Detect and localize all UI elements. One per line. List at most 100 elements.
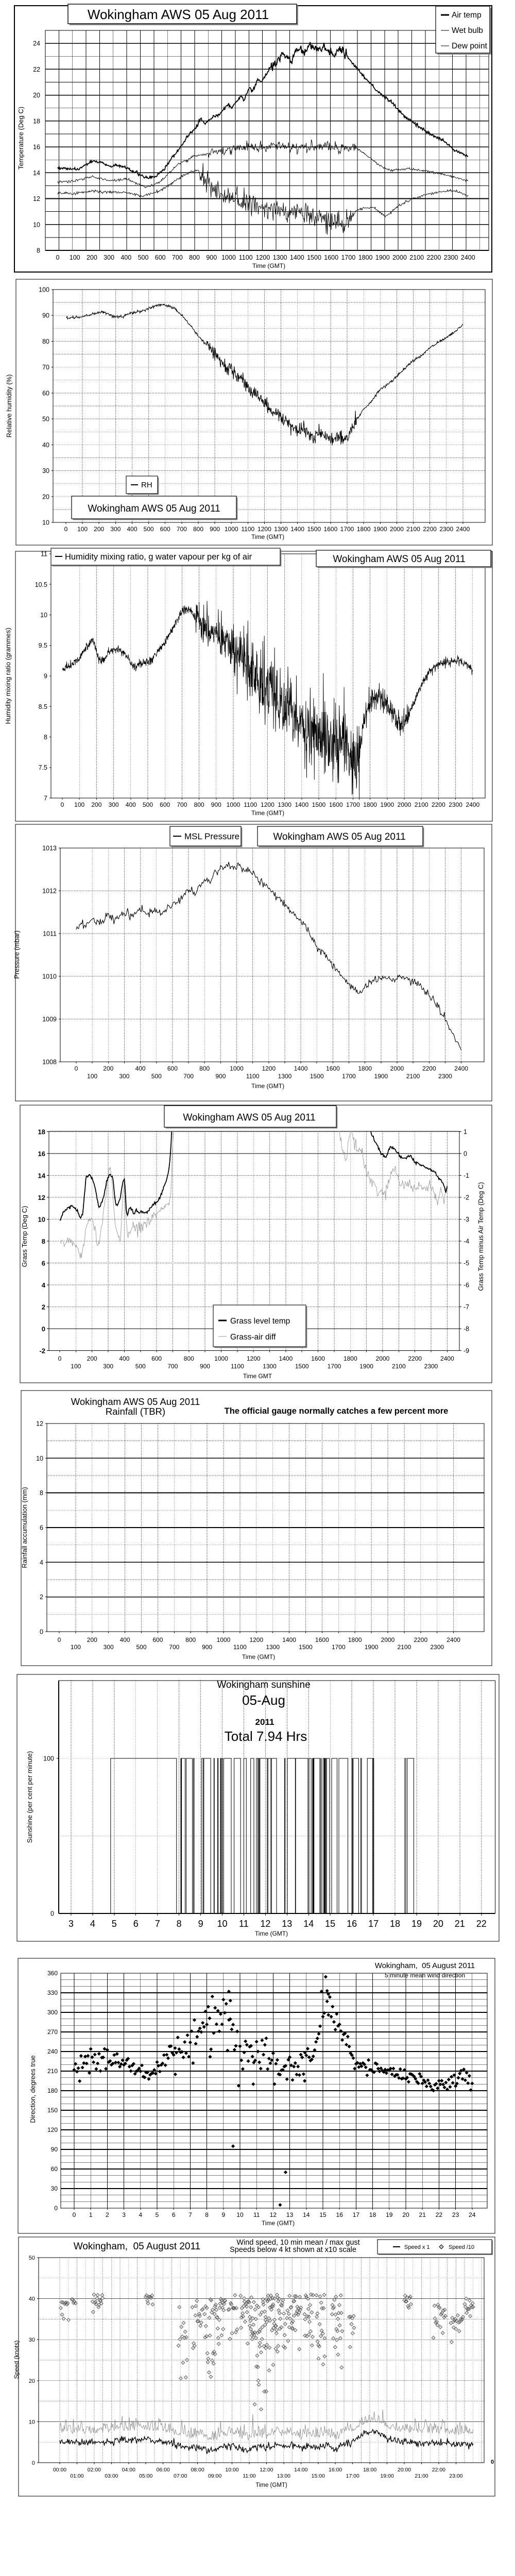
svg-text:400: 400 [135,1065,146,1072]
svg-text:11: 11 [41,551,47,558]
svg-text:900: 900 [200,1363,210,1370]
svg-text:Time (GMT): Time (GMT) [252,262,285,269]
svg-text:800: 800 [193,526,203,533]
svg-text:1500: 1500 [299,1643,313,1651]
svg-text:400: 400 [126,801,136,808]
svg-text:2400: 2400 [456,526,470,533]
svg-text:Speeds below 4 kt shown at x10: Speeds below 4 kt shown at x10 scale [230,2246,356,2254]
svg-text:Direction, degrees true: Direction, degrees true [29,2055,37,2123]
svg-text:2200: 2200 [414,1636,427,1643]
svg-text:10: 10 [36,1455,43,1462]
svg-text:1400: 1400 [279,1355,293,1362]
svg-text:200: 200 [87,254,97,261]
svg-text:9: 9 [44,673,47,680]
svg-text:7: 7 [188,2211,192,2218]
svg-text:Wokingham, 05 August 2011: Wokingham, 05 August 2011 [375,1961,475,1970]
svg-text:1013: 1013 [42,845,57,852]
svg-text:100: 100 [77,526,88,533]
svg-text:330: 330 [47,1989,58,1996]
svg-text:1300: 1300 [278,801,291,808]
svg-text:2: 2 [42,1303,45,1311]
svg-text:10: 10 [40,612,47,619]
svg-text:7: 7 [44,795,47,802]
svg-text:16: 16 [347,1919,357,1929]
svg-text:400: 400 [119,1355,129,1362]
svg-text:80: 80 [42,338,49,345]
svg-text:300: 300 [104,1643,114,1651]
svg-text:Wind speed, 10 min mean / max: Wind speed, 10 min mean / max gust [236,2239,359,2247]
svg-text:210: 210 [47,2067,58,2075]
svg-text:50: 50 [29,2255,35,2261]
svg-text:1100: 1100 [233,1643,247,1651]
svg-text:Humidity mixing ratio, g water: Humidity mixing ratio, g water vapour pe… [65,552,252,562]
svg-text:4: 4 [90,1919,95,1929]
svg-text:1100: 1100 [244,801,257,808]
svg-text:20:00: 20:00 [398,2467,411,2473]
svg-text:09:00: 09:00 [208,2473,221,2479]
svg-text:4: 4 [42,1281,46,1289]
svg-text:Humidity mixing ratio (grammes: Humidity mixing ratio (grammes) [4,628,12,724]
svg-text:9: 9 [221,2211,225,2218]
svg-text:MSL Pressure: MSL Pressure [184,832,239,841]
svg-text:-9: -9 [464,1347,469,1354]
svg-text:1400: 1400 [290,254,304,261]
svg-text:01:00: 01:00 [70,2473,83,2479]
svg-text:1200: 1200 [247,1355,261,1362]
svg-text:2200: 2200 [432,801,445,808]
svg-text:1300: 1300 [274,526,288,533]
svg-text:900: 900 [215,1073,226,1080]
svg-text:1400: 1400 [290,526,304,533]
svg-text:30: 30 [42,467,49,474]
svg-text:10: 10 [236,2211,244,2218]
svg-text:120: 120 [47,2126,58,2133]
svg-text:Grass-air diff: Grass-air diff [230,1333,276,1342]
svg-text:1700: 1700 [340,526,354,533]
svg-text:1800: 1800 [344,1355,357,1362]
svg-text:2100: 2100 [398,1643,411,1651]
svg-text:19:00: 19:00 [380,2473,393,2479]
svg-text:180: 180 [47,2087,58,2094]
svg-text:5: 5 [112,1919,117,1929]
svg-text:Speed /10: Speed /10 [449,2244,474,2250]
svg-text:1: 1 [89,2211,93,2218]
svg-text:Wokingham AWS 05 Aug 2011: Wokingham AWS 05 Aug 2011 [88,503,220,514]
svg-text:15: 15 [319,2211,327,2218]
svg-text:19: 19 [411,1919,422,1929]
svg-text:2100: 2100 [392,1363,406,1370]
svg-text:10: 10 [29,2419,35,2425]
svg-text:2400: 2400 [466,801,479,808]
svg-text:2400: 2400 [461,254,475,261]
svg-text:100: 100 [87,1073,97,1080]
svg-text:0: 0 [50,1910,54,1918]
svg-text:40: 40 [29,2296,35,2302]
svg-text:1100: 1100 [241,526,254,533]
svg-text:1000: 1000 [217,1636,231,1643]
svg-text:17: 17 [353,2211,360,2218]
svg-text:1600: 1600 [329,801,343,808]
svg-text:13: 13 [282,1919,292,1929]
svg-text:9: 9 [198,1919,203,1929]
svg-text:07:00: 07:00 [174,2473,187,2479]
svg-text:4: 4 [139,2211,142,2218]
svg-text:500: 500 [143,801,153,808]
svg-text:17:00: 17:00 [346,2473,359,2479]
svg-text:400: 400 [127,526,137,533]
svg-text:22: 22 [33,66,40,73]
svg-text:Relative humidity (%): Relative humidity (%) [5,375,13,438]
svg-text:30: 30 [29,2337,35,2343]
svg-text:-2: -2 [464,1194,469,1201]
svg-text:2100: 2100 [406,1073,420,1080]
svg-text:1600: 1600 [311,1355,325,1362]
svg-text:0: 0 [54,2205,58,2212]
svg-text:300: 300 [104,254,114,261]
svg-text:2011: 2011 [255,1717,274,1727]
svg-text:1400: 1400 [295,801,308,808]
svg-text:23:00: 23:00 [449,2473,462,2479]
svg-text:24: 24 [33,40,40,47]
svg-text:1300: 1300 [273,254,287,261]
svg-text:10:00: 10:00 [225,2467,238,2473]
svg-text:360: 360 [47,1970,58,1977]
svg-text:1800: 1800 [357,526,371,533]
svg-text:RH: RH [141,481,152,489]
svg-text:05-Aug: 05-Aug [242,1692,285,1708]
